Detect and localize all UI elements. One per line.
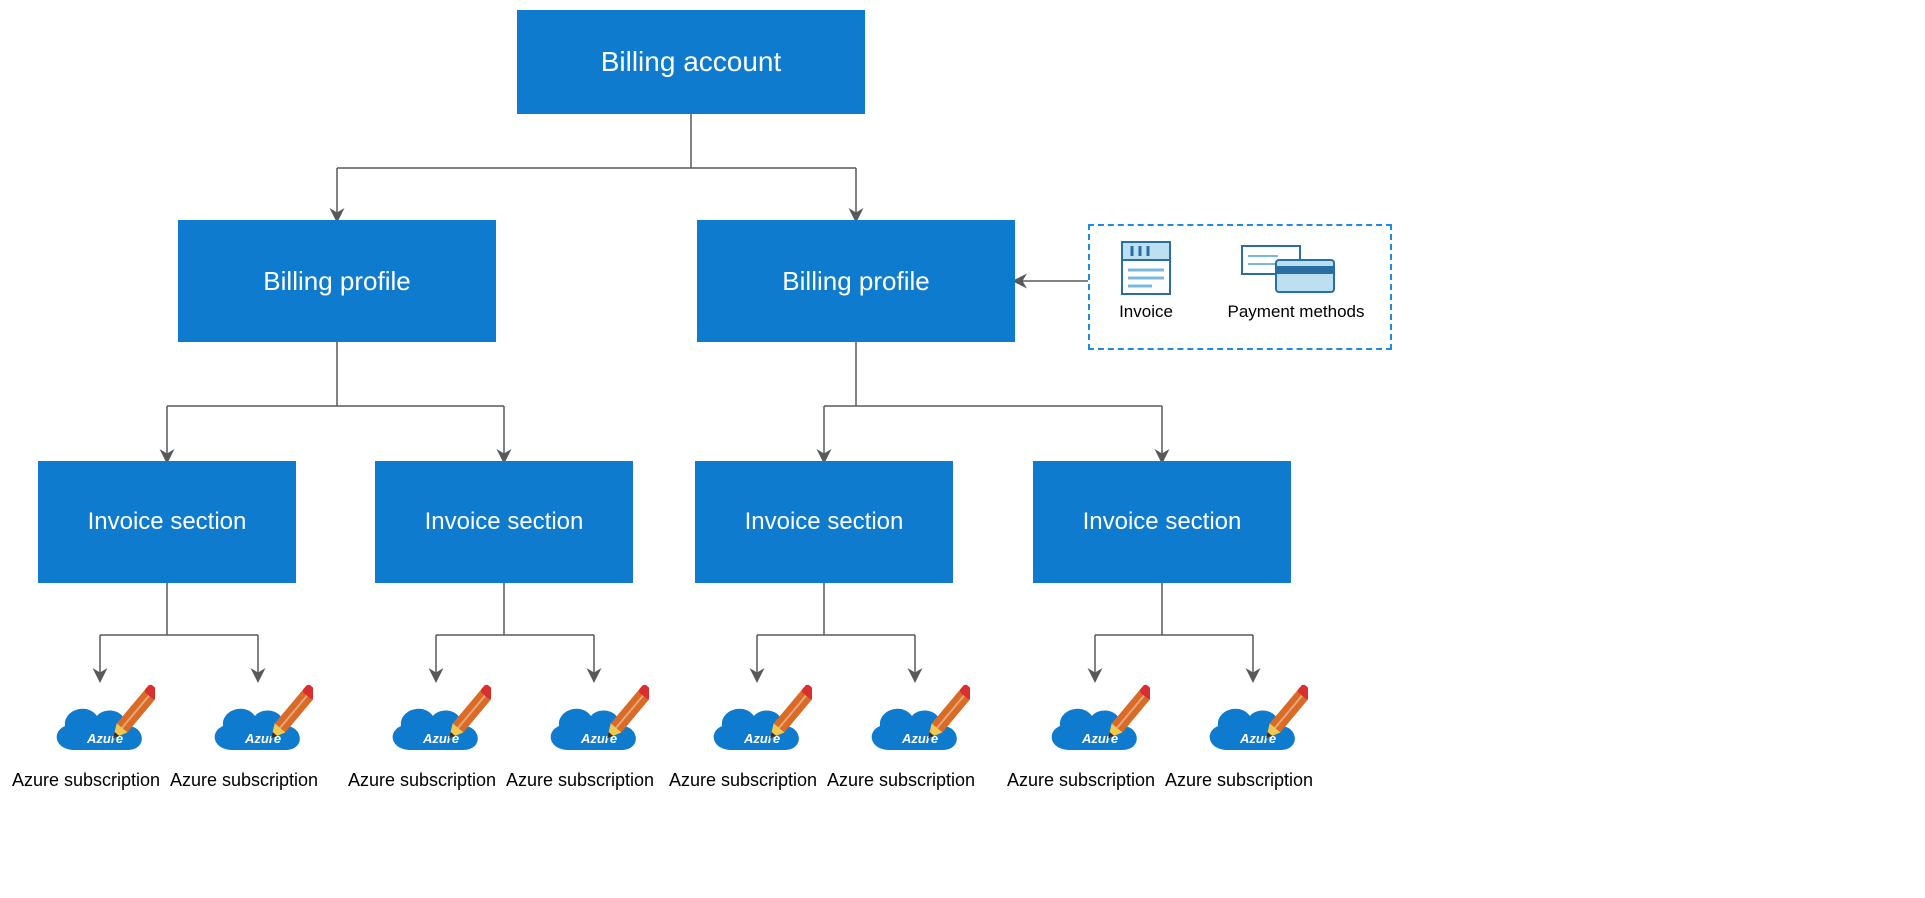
payment-methods-icon [1240, 244, 1340, 296]
azure-subscription-icon: Azure [702, 680, 812, 760]
legend-box: Invoice Payment methods [1088, 224, 1392, 350]
azure-subscription-label: Azure subscription [12, 770, 160, 791]
node-billing-profile: Billing profile [178, 220, 496, 342]
azure-subscription-label: Azure subscription [1165, 770, 1313, 791]
azure-subscription-label: Azure subscription [506, 770, 654, 791]
node-label: Invoice section [88, 508, 247, 536]
node-label: Invoice section [1083, 508, 1242, 536]
node-invoice-section: Invoice section [1033, 461, 1291, 583]
node-label: Billing profile [782, 266, 929, 297]
node-invoice-section: Invoice section [695, 461, 953, 583]
node-invoice-section: Invoice section [375, 461, 633, 583]
azure-subscription-icon: Azure [539, 680, 649, 760]
azure-subscription-icon: Azure [203, 680, 313, 760]
node-label: Billing profile [263, 266, 410, 297]
azure-subscription-icon: Azure [860, 680, 970, 760]
node-billing-account: Billing account [517, 10, 865, 114]
azure-subscription-icon: Azure [1040, 680, 1150, 760]
connector-layer [0, 0, 1925, 898]
azure-subscription-label: Azure subscription [1007, 770, 1155, 791]
legend-invoice-label: Invoice [1108, 302, 1184, 322]
azure-subscription-icon: Azure [381, 680, 491, 760]
azure-subscription-label: Azure subscription [348, 770, 496, 791]
node-label: Billing account [601, 46, 782, 78]
azure-subscription-label: Azure subscription [669, 770, 817, 791]
legend-payment-label: Payment methods [1216, 302, 1376, 322]
azure-subscription-icon: Azure [45, 680, 155, 760]
node-invoice-section: Invoice section [38, 461, 296, 583]
node-label: Invoice section [425, 508, 584, 536]
diagram-canvas: Billing account Billing profile Billing … [0, 0, 1925, 898]
node-label: Invoice section [745, 508, 904, 536]
azure-subscription-icon: Azure [1198, 680, 1308, 760]
invoice-icon [1120, 240, 1172, 296]
azure-subscription-label: Azure subscription [827, 770, 975, 791]
azure-subscription-label: Azure subscription [170, 770, 318, 791]
node-billing-profile: Billing profile [697, 220, 1015, 342]
